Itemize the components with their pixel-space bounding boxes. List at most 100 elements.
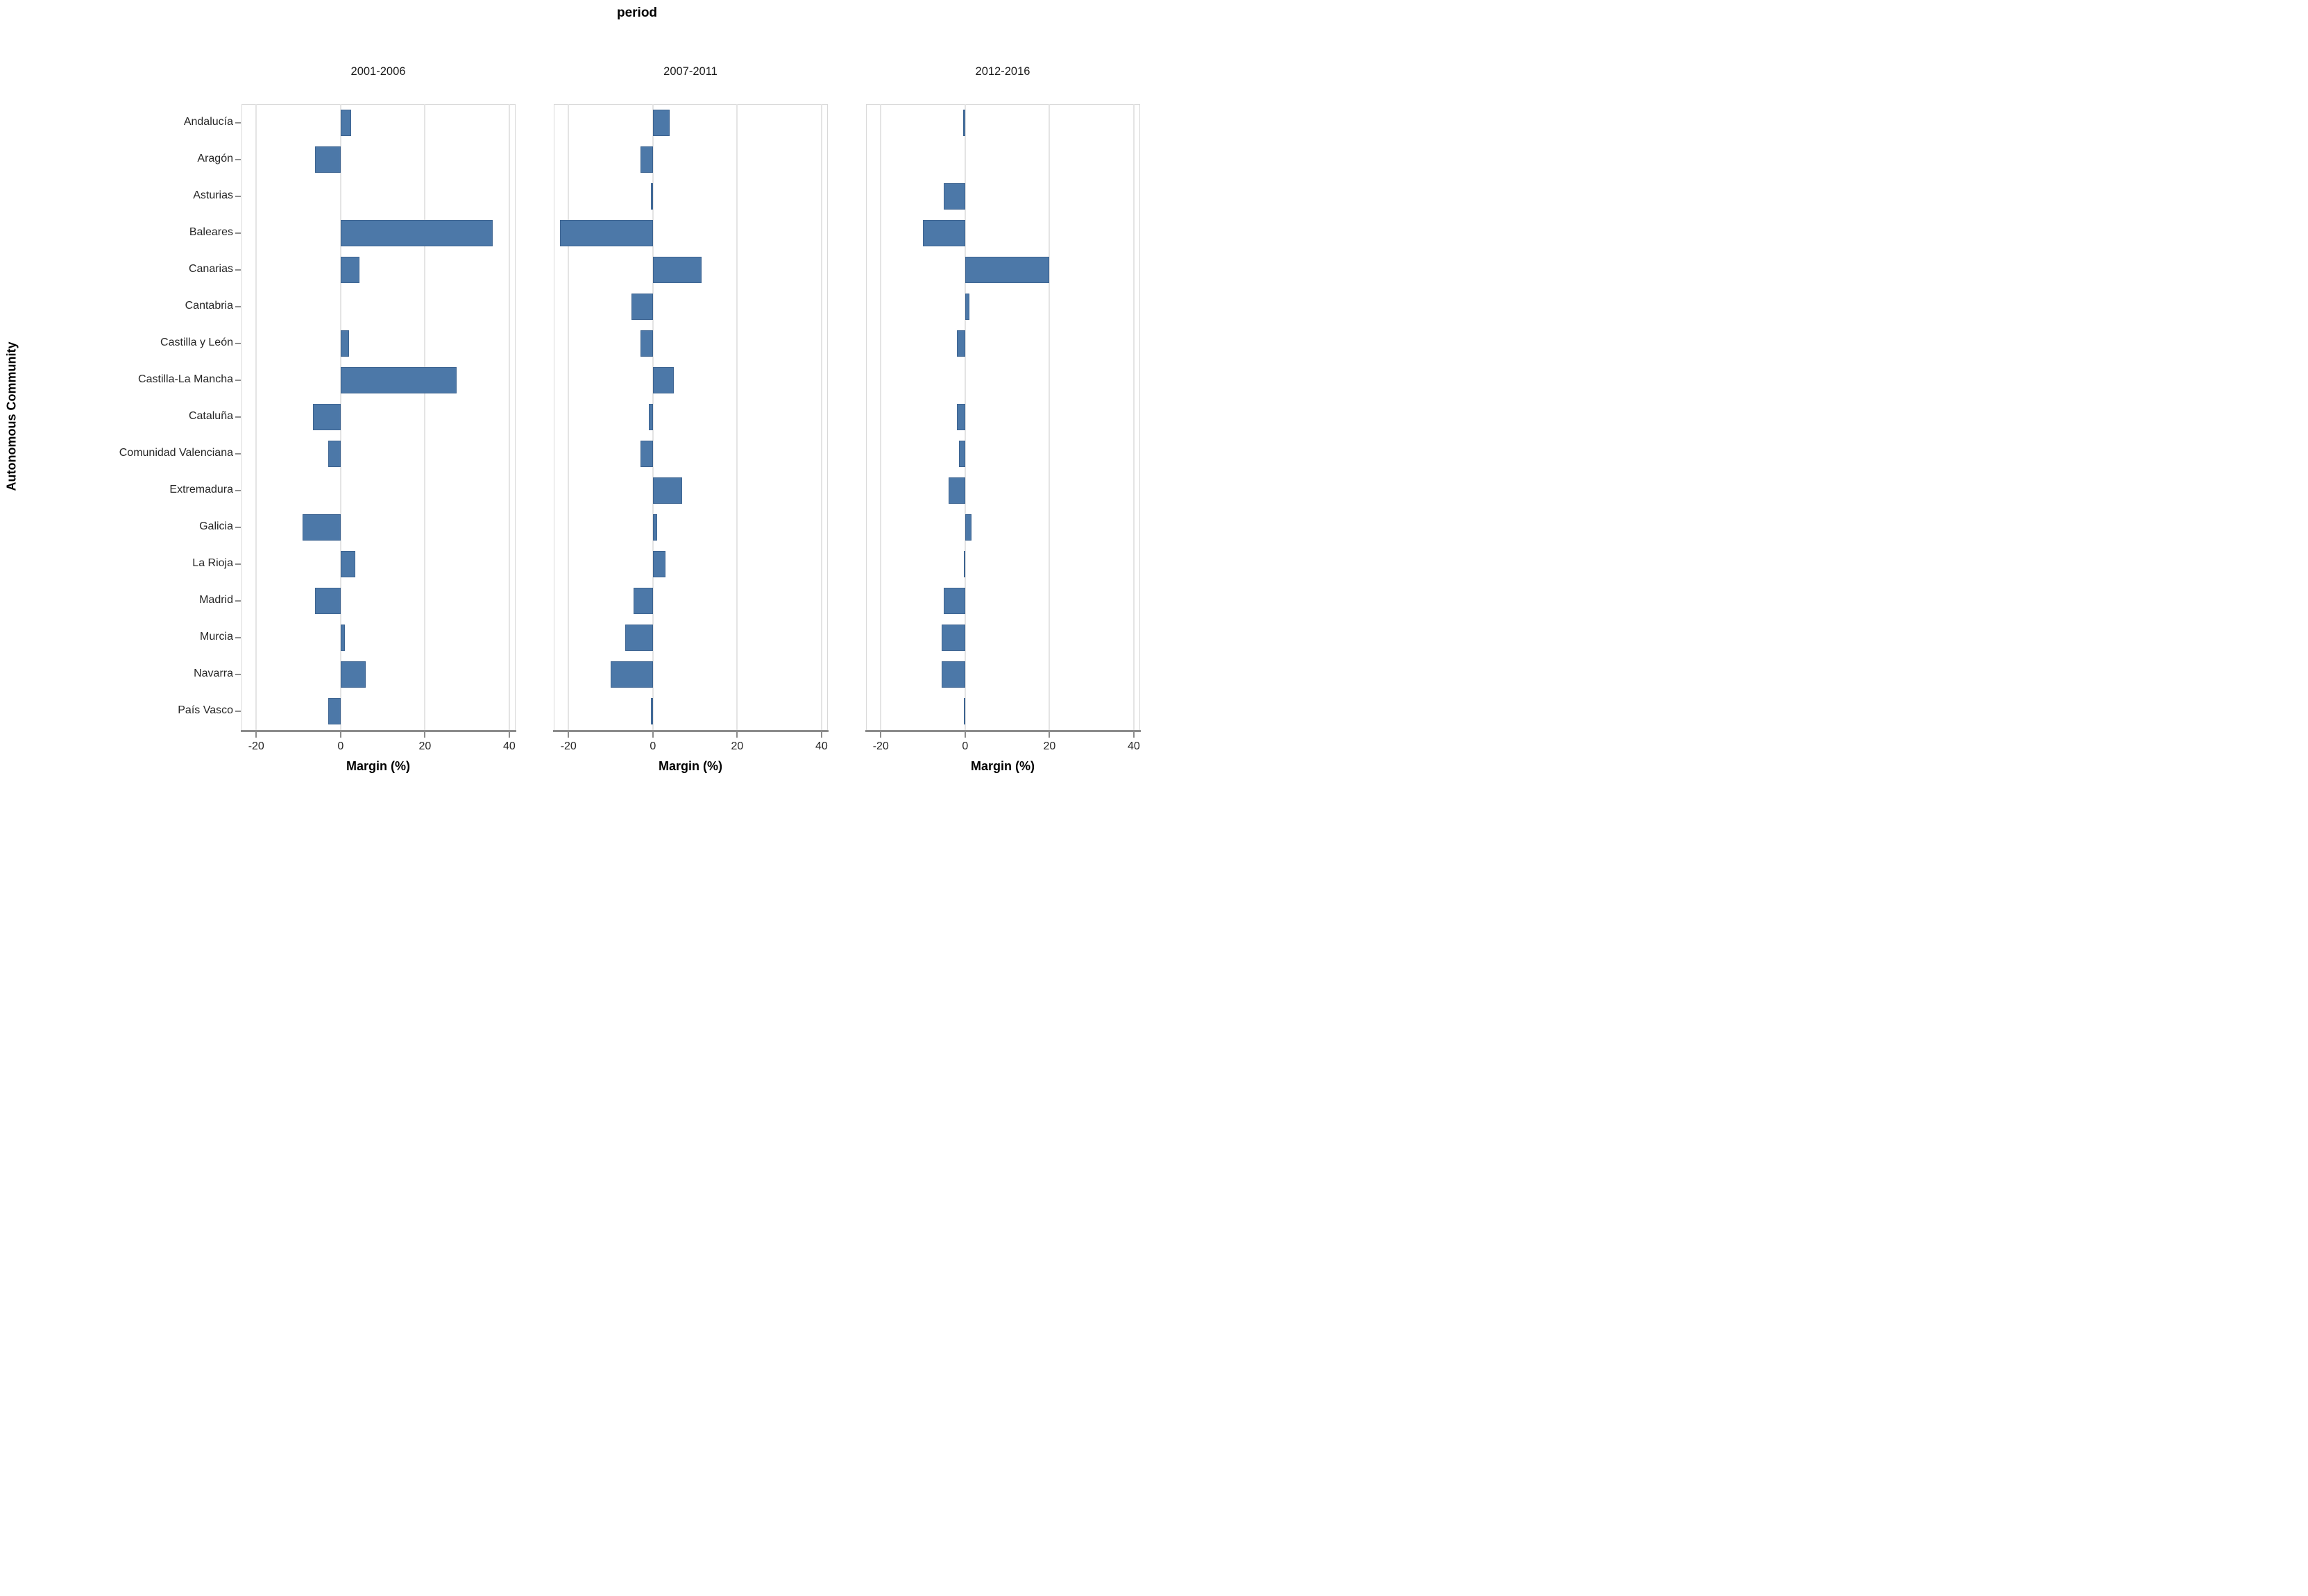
category-label: Madrid — [199, 594, 233, 606]
x-axis-title-panel-3: Margin (%) — [971, 759, 1035, 773]
y-axis-tick — [235, 232, 241, 234]
bar-Cantabria — [631, 293, 653, 320]
gridline — [339, 104, 341, 730]
x-axis-line — [241, 730, 516, 732]
bar-Murcia — [625, 625, 653, 652]
bar-Comunidad Valenciana — [958, 441, 965, 468]
gridline — [964, 104, 966, 730]
bar-Castilla y León — [340, 330, 349, 357]
facet-header-2007-2011: 2007-2011 — [663, 65, 718, 78]
y-axis-tick — [235, 416, 241, 418]
bar-Castilla y León — [956, 330, 965, 357]
x-axis-tick — [339, 732, 341, 738]
bar-Navarra — [942, 661, 965, 688]
bar-Castilla-La Mancha — [340, 366, 457, 393]
facet-panel — [554, 104, 828, 730]
bar-Madrid — [634, 588, 653, 615]
y-axis-tick — [235, 711, 241, 713]
x-tick-label: 40 — [1127, 740, 1140, 752]
facet-panel — [241, 104, 516, 730]
x-axis-tick — [1049, 732, 1051, 738]
y-axis-tick — [235, 195, 241, 197]
bar-Galicia — [652, 514, 657, 541]
category-label: Cantabria — [185, 299, 233, 312]
category-label: Galicia — [199, 520, 233, 533]
bar-Galicia — [303, 514, 341, 541]
bar-Comunidad Valenciana — [328, 441, 341, 468]
bar-Cataluña — [313, 404, 341, 430]
category-label: Comunidad Valenciana — [119, 447, 233, 459]
category-label: La Rioja — [192, 557, 233, 570]
bar-País Vasco — [328, 698, 341, 725]
x-tick-label: 40 — [815, 740, 828, 752]
category-label: Castilla-La Mancha — [138, 373, 233, 385]
x-tick-label: -20 — [872, 740, 889, 752]
gridline — [652, 104, 654, 730]
category-label: Extremadura — [169, 484, 233, 496]
bar-Baleares — [560, 219, 653, 246]
gridline — [736, 104, 738, 730]
y-axis-tick — [235, 527, 241, 529]
x-axis-tick — [964, 732, 966, 738]
x-tick-label: 20 — [731, 740, 744, 752]
bar-Canarias — [965, 256, 1050, 283]
y-axis-tick — [235, 158, 241, 160]
x-tick-label: 0 — [962, 740, 969, 752]
gridline — [424, 104, 426, 730]
category-label: País Vasco — [178, 704, 233, 717]
category-label: Asturias — [193, 189, 233, 201]
bar-Comunidad Valenciana — [640, 441, 653, 468]
gridline — [1132, 104, 1135, 730]
x-axis-tick — [880, 732, 882, 738]
x-tick-label: -20 — [560, 740, 577, 752]
bar-Cataluña — [956, 404, 965, 430]
bar-Navarra — [611, 661, 653, 688]
x-axis-line — [865, 730, 1141, 732]
category-label: Navarra — [194, 668, 233, 680]
category-label: Castilla y León — [160, 336, 233, 348]
bar-Cataluña — [648, 404, 653, 430]
x-axis-tick — [508, 732, 510, 738]
facet-header-2001-2006: 2001-2006 — [350, 65, 406, 78]
x-axis-tick — [1132, 732, 1135, 738]
bar-Andalucía — [340, 109, 351, 136]
bar-Aragón — [640, 146, 653, 173]
category-label: Murcia — [199, 631, 233, 643]
y-axis-tick — [235, 379, 241, 381]
bar-Madrid — [944, 588, 965, 615]
bar-La Rioja — [340, 551, 356, 578]
facet-title: period — [616, 6, 658, 20]
bar-Andalucía — [652, 109, 670, 136]
x-axis-tick — [736, 732, 738, 738]
bar-Murcia — [942, 625, 965, 652]
x-tick-label: 20 — [1043, 740, 1056, 752]
x-tick-label: -20 — [248, 740, 264, 752]
bar-Canarias — [340, 256, 360, 283]
y-axis-tick — [235, 490, 241, 492]
y-axis-tick — [235, 600, 241, 602]
gridline — [1049, 104, 1051, 730]
bar-Castilla-La Mancha — [652, 366, 674, 393]
gridline — [255, 104, 257, 730]
y-axis-tick — [235, 342, 241, 344]
facet-header-2012-2016: 2012-2016 — [975, 65, 1030, 78]
y-axis-tick — [235, 121, 241, 124]
x-axis-tick — [652, 732, 654, 738]
category-label: Aragón — [197, 152, 233, 164]
x-axis-title-panel-2: Margin (%) — [659, 759, 722, 773]
y-axis-tick — [235, 674, 241, 676]
x-tick-label: 0 — [337, 740, 344, 752]
x-tick-label: 20 — [418, 740, 432, 752]
x-axis-tick — [255, 732, 257, 738]
bar-Baleares — [923, 219, 965, 246]
x-axis-tick — [424, 732, 426, 738]
bar-Castilla y León — [640, 330, 653, 357]
bar-Canarias — [652, 256, 702, 283]
y-axis-tick — [235, 453, 241, 455]
x-axis-tick — [820, 732, 822, 738]
category-label: Canarias — [188, 262, 233, 275]
bar-Asturias — [944, 182, 965, 210]
gridline — [568, 104, 570, 730]
gridline — [820, 104, 822, 730]
x-tick-label: 0 — [650, 740, 656, 752]
